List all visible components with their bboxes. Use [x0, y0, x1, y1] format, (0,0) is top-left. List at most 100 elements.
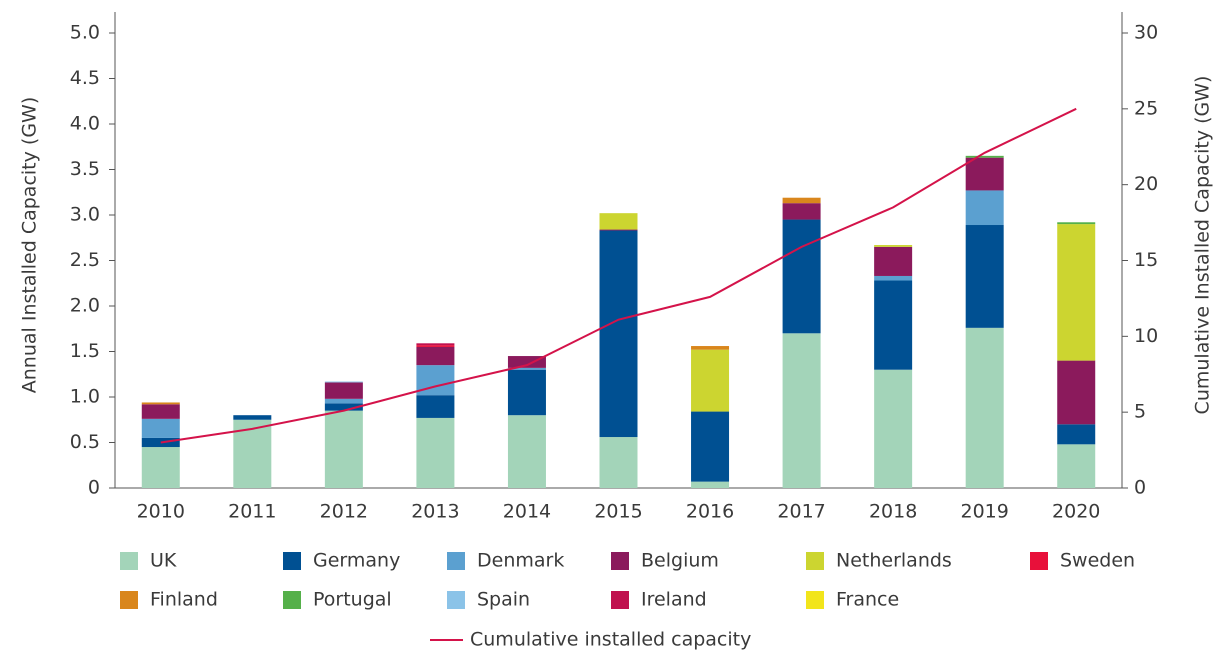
y2-tick-label: 0: [1134, 477, 1146, 499]
bar-segment: [324, 398, 363, 404]
bar-segment: [141, 402, 180, 405]
bar-segment: [599, 437, 638, 488]
x-tick-label: 2018: [869, 501, 917, 523]
legend-swatch: [120, 591, 138, 609]
y-tick-label: 1.0: [70, 386, 100, 408]
x-tick-label: 2019: [961, 501, 1009, 523]
bar-segment: [874, 245, 913, 247]
bar-segment: [324, 403, 363, 411]
x-tick-label: 2017: [777, 501, 825, 523]
y-tick-label: 2.0: [70, 295, 100, 317]
bar-segment: [324, 410, 363, 488]
y2-axis-label: Cumulative Installed Capacity (GW): [1192, 76, 1214, 415]
bar-segment: [782, 333, 821, 488]
y-tick-label: 1.5: [70, 340, 100, 362]
legend-swatch: [447, 591, 465, 609]
legend-swatch: [806, 591, 824, 609]
bar-segment: [416, 345, 455, 347]
bar-segment: [1057, 444, 1096, 488]
bar-segment: [233, 415, 272, 420]
legend-label: Germany: [313, 550, 400, 572]
legend-label: Netherlands: [836, 550, 952, 572]
legend-label: Ireland: [641, 589, 707, 611]
y-tick-label: 0.5: [70, 431, 100, 453]
y-tick-label: 3.5: [70, 158, 100, 180]
y-axis-label: Annual Installed Capacity (GW): [19, 97, 41, 393]
bar-segment: [874, 275, 913, 281]
bar-segment: [691, 349, 730, 412]
legend-swatch: [611, 552, 629, 570]
bar-segment: [965, 157, 1004, 191]
bar-segment: [691, 346, 730, 350]
x-tick-label: 2013: [411, 501, 459, 523]
legend-label: Belgium: [641, 550, 719, 572]
bar-segment: [691, 411, 730, 482]
x-tick-label: 2015: [594, 501, 642, 523]
y2-tick-label: 25: [1134, 97, 1158, 119]
x-tick-label: 2014: [503, 501, 551, 523]
legend-label: Sweden: [1060, 550, 1135, 572]
bar-segment: [507, 369, 546, 416]
bar-segment: [141, 447, 180, 488]
bar-segment: [965, 225, 1004, 328]
bar-segment: [1057, 224, 1096, 361]
legend-label: France: [836, 589, 899, 611]
y-tick-label: 2.5: [70, 249, 100, 271]
y2-tick-label: 5: [1134, 401, 1146, 423]
bar-segment: [691, 481, 730, 488]
bar-segment: [965, 155, 1004, 158]
legend-swatch: [611, 591, 629, 609]
legend-label: Denmark: [477, 550, 564, 572]
y-tick-label: 4.5: [70, 67, 100, 89]
bar-segment: [141, 404, 180, 419]
y-tick-label: 4.0: [70, 113, 100, 135]
bar-segment: [416, 346, 455, 366]
legend-swatch: [120, 552, 138, 570]
legend-swatch: [283, 591, 301, 609]
bar-segment: [324, 381, 363, 383]
bar-segment: [1057, 424, 1096, 445]
y-tick-label: 3.0: [70, 204, 100, 226]
bar-segment: [782, 203, 821, 220]
legend-label: Spain: [477, 589, 530, 611]
bar-segment: [1057, 222, 1096, 225]
x-tick-label: 2012: [320, 501, 368, 523]
y-tick-label: 0: [88, 477, 100, 499]
bar-segment: [782, 197, 821, 204]
legend-label: Portugal: [313, 589, 392, 611]
legend-swatch: [447, 552, 465, 570]
y2-tick-label: 20: [1134, 173, 1158, 195]
bar-segment: [507, 356, 546, 368]
bar-segment: [874, 246, 913, 276]
legend-swatch: [283, 552, 301, 570]
bar-segment: [1057, 360, 1096, 425]
legend-label: UK: [150, 550, 177, 572]
legend-label: Cumulative installed capacity: [470, 629, 751, 651]
bar-segment: [141, 418, 180, 438]
bar-segment: [599, 213, 638, 230]
bar-segment: [416, 395, 455, 418]
bar-segment: [416, 417, 455, 488]
bar-segment: [782, 219, 821, 334]
legend-label: Finland: [150, 589, 218, 611]
legend-swatch: [1030, 552, 1048, 570]
x-tick-label: 2010: [137, 501, 185, 523]
y2-tick-label: 10: [1134, 325, 1158, 347]
bar-segment: [507, 415, 546, 488]
bar-segment: [599, 230, 638, 438]
bar-segment: [965, 190, 1004, 226]
y-tick-label: 5.0: [70, 22, 100, 44]
bar-segment: [324, 382, 363, 399]
x-tick-label: 2016: [686, 501, 734, 523]
bar-segment: [874, 280, 913, 370]
bar-segment: [874, 369, 913, 488]
x-tick-label: 2020: [1052, 501, 1100, 523]
x-tick-label: 2011: [228, 501, 276, 523]
bar-segment: [965, 327, 1004, 488]
y2-tick-label: 30: [1134, 22, 1158, 44]
cumulative-line: [160, 107, 1077, 444]
bar-segment: [599, 229, 638, 231]
bar-segment: [416, 343, 455, 346]
y2-tick-label: 15: [1134, 249, 1158, 271]
